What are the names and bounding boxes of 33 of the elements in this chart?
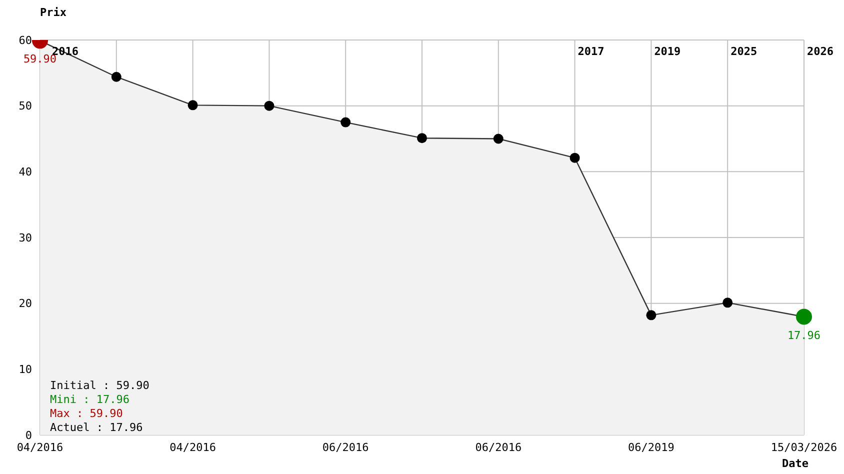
data-label: 17.96 xyxy=(787,328,821,342)
annotation: Max : 59.90 xyxy=(50,407,123,420)
point xyxy=(264,100,274,111)
point xyxy=(570,152,580,163)
y-tick-label: 50 xyxy=(18,100,32,113)
y-tick-label: 20 xyxy=(18,297,32,310)
point xyxy=(722,298,733,308)
point xyxy=(188,100,198,110)
y-tick-label: 0 xyxy=(25,428,32,442)
x-tick-label: 15/03/2026 xyxy=(770,440,838,454)
x-tick-label: 06/2016 xyxy=(322,440,369,454)
annotation: 2017 xyxy=(578,45,604,58)
text: 2026 xyxy=(807,45,834,58)
point xyxy=(111,72,122,82)
x-tick-label: 04/2016 xyxy=(16,440,64,454)
x-tick-label: 06/2019 xyxy=(628,440,674,454)
x-axis-title: Date xyxy=(782,457,809,470)
x-tick-label: 06/2016 xyxy=(475,440,522,454)
x-tick-label: 04/2016 xyxy=(170,440,216,454)
y-axis-title: Prix xyxy=(40,6,67,19)
y-tick-label: 30 xyxy=(18,231,32,244)
y-tick-label: 60 xyxy=(18,34,32,47)
annotation: Actuel : 17.96 xyxy=(50,421,143,434)
annotation: Mini : 17.96 xyxy=(50,393,130,406)
annotation: Initial : 59.90 xyxy=(50,379,150,392)
point xyxy=(340,117,351,128)
point xyxy=(417,133,427,144)
annotation: 2025 xyxy=(730,45,758,58)
annotation: 2019 xyxy=(654,45,681,58)
y-tick-label: 40 xyxy=(18,166,32,179)
y-tick-label: 10 xyxy=(18,363,32,376)
point xyxy=(493,134,504,144)
point xyxy=(646,310,656,320)
